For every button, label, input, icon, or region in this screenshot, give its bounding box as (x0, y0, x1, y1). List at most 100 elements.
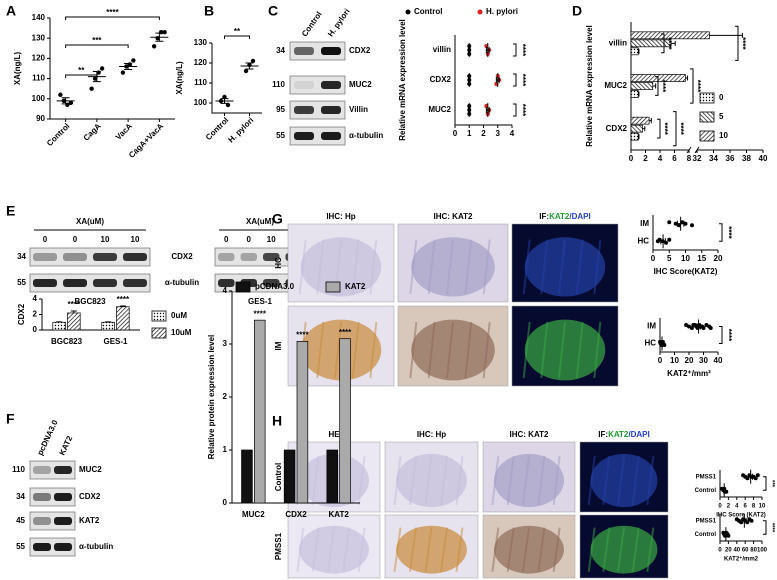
error-bar (485, 47, 490, 53)
x-tick-label: 10 (681, 254, 690, 263)
y-tick-label: 90 (36, 114, 45, 123)
axis (659, 318, 718, 353)
legend-swatch (151, 310, 167, 322)
tissue-fold (455, 455, 464, 506)
y-tick-label: PMSS1 (696, 474, 717, 480)
tissue-fold (631, 455, 640, 506)
tissue-fold (446, 239, 454, 295)
error-bar (685, 75, 689, 81)
x-tick-label: 20 (685, 356, 694, 365)
data-point (58, 92, 63, 97)
data-point (68, 100, 74, 106)
significance-label: **** (738, 37, 747, 50)
protein-label: Villin (349, 105, 368, 114)
tissue-fold (522, 527, 530, 572)
x-tick-label: 5 (667, 254, 672, 263)
tissue-fold (357, 527, 366, 572)
error-bar (696, 323, 701, 330)
y-axis-label: Relative mRNA expression level (398, 19, 407, 141)
y-tick-label: 120 (32, 54, 46, 63)
tissue-fold (540, 321, 549, 379)
y-tick-label: 140 (32, 13, 46, 22)
x-tick-label: 60 (742, 548, 749, 554)
y-axis-label: Relative mRNA expression level (585, 25, 594, 147)
significance-bracket (65, 44, 129, 48)
panel-label: E (6, 203, 15, 219)
column-label: IF:KAT2/DAPI (539, 212, 590, 221)
y-tick-label: Control (695, 532, 717, 538)
significance-label: **** (693, 80, 702, 93)
x-tick-label: 20 (714, 254, 723, 263)
legend-swatch (151, 327, 167, 339)
row-label: Control (274, 463, 283, 491)
data-point (655, 239, 660, 244)
x-tick-label: 34 (709, 154, 718, 163)
y-tick-label: 1 (223, 445, 228, 454)
x-tick-label: Control (45, 122, 71, 148)
x-tick-label: 0 (453, 129, 458, 138)
error-bar (638, 48, 640, 54)
significance-label: **** (518, 104, 527, 117)
data-point (120, 70, 126, 75)
significance-bracket (719, 326, 723, 344)
bar (630, 47, 639, 56)
error-bar (61, 97, 70, 105)
blot-membrane (289, 100, 346, 120)
x-tick-label: 6 (672, 154, 677, 163)
marker-label: 45 (16, 516, 25, 525)
row-label: PMSS1 (274, 532, 283, 560)
significance-label: **** (676, 122, 685, 135)
marker-label: 34 (16, 492, 25, 501)
error-bar (670, 40, 676, 46)
tissue-fold (558, 321, 566, 379)
significance-label: **** (724, 329, 733, 342)
significance-bracket (763, 476, 767, 491)
significance-label: **** (660, 122, 669, 135)
legend-label: 5 (719, 112, 724, 121)
legend-marker (405, 9, 411, 15)
lane-label: pcDNA3.0 (36, 418, 60, 457)
significance-bracket (719, 223, 723, 242)
x-tick-label: 32 (693, 154, 702, 163)
error-bar (676, 220, 685, 227)
significance-label: **** (724, 226, 733, 239)
x-tick-label: CagA (82, 121, 103, 142)
tissue-fold (506, 455, 515, 506)
data-point (662, 343, 667, 347)
error-bar (638, 134, 640, 140)
error-bar (468, 107, 471, 113)
x-tick-label: 0 (629, 154, 634, 163)
y-tick-label: Control (695, 488, 717, 494)
data-point (89, 86, 94, 91)
x-tick-label: MUC2 (242, 510, 265, 519)
error-bar (485, 107, 490, 113)
blot-band (33, 517, 51, 525)
tissue-fold (522, 321, 531, 379)
error-bar (70, 310, 77, 313)
significance-bracket (513, 103, 517, 117)
significance-bracket (65, 16, 160, 20)
tissue-fold (575, 239, 584, 295)
x-tick-label: 20 (725, 548, 732, 554)
tissue-fold (558, 239, 566, 295)
column-label-part: KAT2 (549, 212, 570, 221)
tissue-fold (646, 527, 655, 572)
panel-label: F (6, 411, 15, 427)
row-label: IM (274, 341, 283, 350)
blot-membrane (289, 41, 346, 61)
blot-band (218, 279, 235, 287)
blot-band (33, 279, 57, 287)
blot-band (263, 279, 280, 287)
significance-bracket (513, 73, 517, 87)
legend-label: 10uM (171, 328, 192, 337)
bar (326, 449, 339, 504)
y-tick-label: IM (647, 322, 656, 331)
legend-swatch (235, 281, 251, 293)
y-tick-label: villin (433, 45, 451, 54)
tissue-fold (369, 321, 378, 379)
tissue-fold (440, 455, 448, 506)
marker-label: 110 (12, 465, 25, 474)
x-tick-label: 1 (467, 129, 472, 138)
significance-bracket (65, 74, 98, 78)
x-tick-label: 40 (714, 356, 723, 365)
